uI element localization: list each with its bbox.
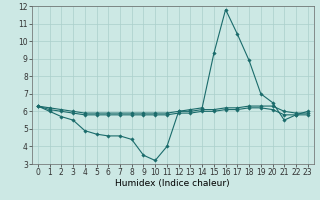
X-axis label: Humidex (Indice chaleur): Humidex (Indice chaleur) xyxy=(116,179,230,188)
